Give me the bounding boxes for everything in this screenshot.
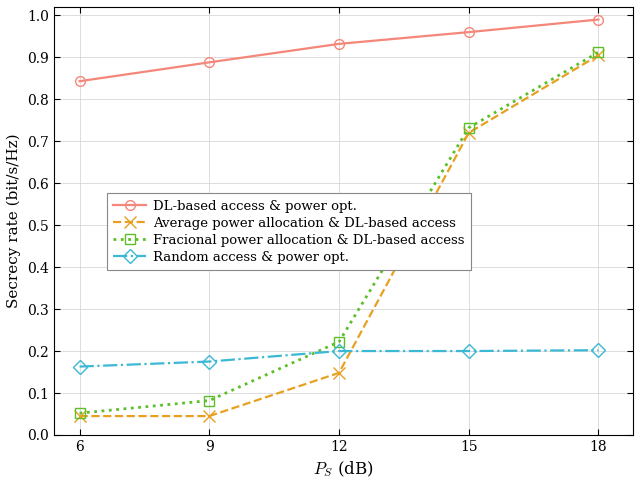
Random access & power opt. xyxy=(595,347,602,353)
Average power allocation & DL-based access xyxy=(76,413,83,419)
Fracional power allocation & DL-based access xyxy=(595,50,602,55)
Random access & power opt. xyxy=(76,364,83,369)
Random access & power opt. xyxy=(205,359,213,364)
Y-axis label: Secrecy rate (bit/s/Hz): Secrecy rate (bit/s/Hz) xyxy=(7,134,21,308)
Average power allocation & DL-based access xyxy=(595,52,602,58)
DL-based access & power opt. xyxy=(76,78,83,84)
Legend: DL-based access & power opt., Average power allocation & DL-based access, Fracio: DL-based access & power opt., Average po… xyxy=(107,193,471,270)
Line: Average power allocation & DL-based access: Average power allocation & DL-based acce… xyxy=(74,50,604,422)
Average power allocation & DL-based access xyxy=(465,130,472,136)
Line: Fracional power allocation & DL-based access: Fracional power allocation & DL-based ac… xyxy=(75,48,604,418)
Fracional power allocation & DL-based access xyxy=(76,410,83,416)
X-axis label: $P_S$ (dB): $P_S$ (dB) xyxy=(313,459,374,479)
DL-based access & power opt. xyxy=(465,29,472,35)
Average power allocation & DL-based access xyxy=(335,370,343,376)
Average power allocation & DL-based access xyxy=(205,413,213,419)
Fracional power allocation & DL-based access xyxy=(205,398,213,403)
Random access & power opt. xyxy=(335,348,343,354)
DL-based access & power opt. xyxy=(205,59,213,65)
Fracional power allocation & DL-based access xyxy=(335,339,343,345)
Fracional power allocation & DL-based access xyxy=(465,125,472,131)
Line: Random access & power opt.: Random access & power opt. xyxy=(75,346,604,371)
Line: DL-based access & power opt.: DL-based access & power opt. xyxy=(75,15,604,86)
DL-based access & power opt. xyxy=(335,41,343,47)
Random access & power opt. xyxy=(465,348,472,354)
DL-based access & power opt. xyxy=(595,17,602,22)
